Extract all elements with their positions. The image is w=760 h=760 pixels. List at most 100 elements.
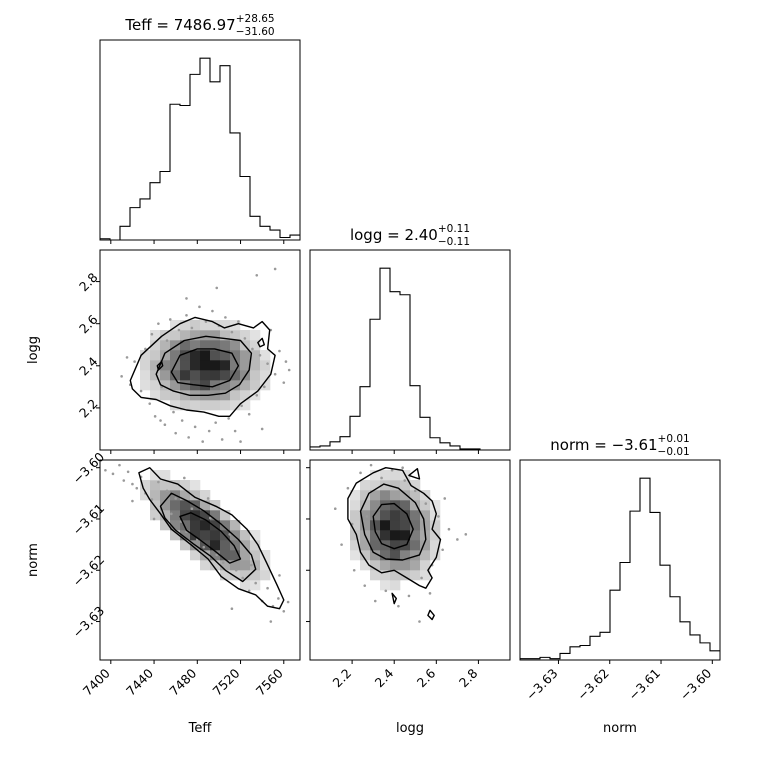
- contour-line: [159, 492, 257, 583]
- hist-bar: [170, 104, 180, 240]
- y-axis-label-logg: logg: [26, 336, 41, 364]
- scatter-point: [250, 563, 253, 567]
- density-cell: [430, 550, 441, 561]
- density-cell: [150, 360, 161, 371]
- scatter-point: [150, 332, 154, 336]
- scatter-point: [177, 328, 181, 332]
- density-cell: [200, 360, 211, 371]
- density-cell: [380, 550, 391, 561]
- density-cell: [380, 530, 391, 541]
- density-cell: [220, 320, 231, 331]
- density-cell: [390, 530, 401, 541]
- density-cell: [410, 550, 421, 561]
- density-cell: [390, 470, 401, 481]
- density-cell: [430, 520, 441, 531]
- title-name-value: logg = 2.40: [350, 226, 438, 244]
- hist-bar: [380, 268, 390, 450]
- density-cell: [250, 580, 261, 591]
- density-cell: [180, 320, 191, 331]
- density-cell: [400, 480, 411, 491]
- density-cell: [170, 510, 181, 521]
- hist-bar: [570, 647, 580, 660]
- scatter-point: [125, 356, 129, 359]
- density-cell: [390, 480, 401, 491]
- density-cell: [150, 390, 161, 401]
- density-cell: [160, 480, 171, 491]
- density-cell: [230, 330, 241, 341]
- scatter-point: [207, 429, 211, 433]
- density-cell: [410, 490, 421, 501]
- density-cell: [360, 550, 371, 561]
- density-cell: [170, 520, 181, 531]
- scatter-point: [204, 320, 208, 323]
- density-cell: [370, 500, 381, 511]
- scatter-point: [333, 507, 337, 511]
- density-cell: [400, 530, 411, 541]
- density-cell: [420, 520, 431, 531]
- density-cell: [380, 570, 391, 581]
- density-cell: [250, 330, 261, 341]
- density-cell: [200, 400, 211, 411]
- scatter-point: [278, 574, 281, 577]
- density-cell: [190, 490, 201, 501]
- panel-frame: [309, 459, 511, 661]
- density-cell: [200, 340, 211, 351]
- density-cell: [200, 520, 211, 531]
- density-cell: [390, 560, 401, 571]
- density-cell: [160, 330, 171, 341]
- density-cell: [150, 480, 161, 491]
- scatter-point: [359, 471, 362, 475]
- hist-bar: [140, 199, 150, 240]
- scatter-point: [193, 425, 197, 429]
- hist-bar: [390, 292, 400, 450]
- contour-line: [257, 337, 265, 348]
- density-cell: [240, 560, 251, 571]
- scatter-point: [443, 497, 447, 500]
- scatter-point: [215, 553, 219, 557]
- density-cell: [390, 540, 401, 551]
- scatter-point: [277, 597, 280, 600]
- scatter-point: [424, 502, 428, 505]
- density-cell: [220, 400, 231, 411]
- scatter-point: [157, 480, 160, 484]
- density-cell: [260, 550, 271, 561]
- density-cell: [250, 380, 261, 391]
- hist-step-norm: [520, 477, 720, 660]
- density-cell: [360, 490, 371, 501]
- density-cell: [380, 560, 391, 571]
- hist-bar: [210, 82, 220, 240]
- density-cell: [230, 370, 241, 381]
- density-cell: [170, 320, 181, 331]
- density-cell: [140, 360, 151, 371]
- density-cell: [210, 500, 221, 511]
- scatter-point: [228, 533, 232, 536]
- density-cell: [240, 530, 251, 541]
- hist-bar: [360, 387, 370, 450]
- density-cell: [180, 540, 191, 551]
- hist-bar: [620, 563, 630, 660]
- density-cell: [370, 550, 381, 561]
- density-cell: [200, 510, 211, 521]
- density-cell: [430, 500, 441, 511]
- scatter-point: [118, 463, 121, 467]
- scatter-point: [185, 313, 188, 317]
- density-cell: [160, 520, 171, 531]
- density-cell: [190, 400, 201, 411]
- density-cell: [380, 490, 391, 501]
- density-cell: [180, 520, 191, 531]
- x-axis-label-teff: Teff: [188, 721, 213, 736]
- hist-bar: [120, 226, 130, 240]
- pair-content: [100, 460, 300, 660]
- scatter-point: [346, 486, 350, 490]
- scatter-point: [208, 516, 212, 520]
- density-cell: [380, 470, 391, 481]
- density-cell: [430, 510, 441, 521]
- density-cell: [410, 520, 421, 531]
- density-cell: [350, 500, 361, 511]
- density-cell: [210, 370, 221, 381]
- density-cell: [230, 530, 241, 541]
- scatter-point: [369, 463, 373, 467]
- density-cell: [230, 350, 241, 361]
- title-name-value: Teff = 7486.97: [124, 16, 235, 34]
- density-cell: [170, 340, 181, 351]
